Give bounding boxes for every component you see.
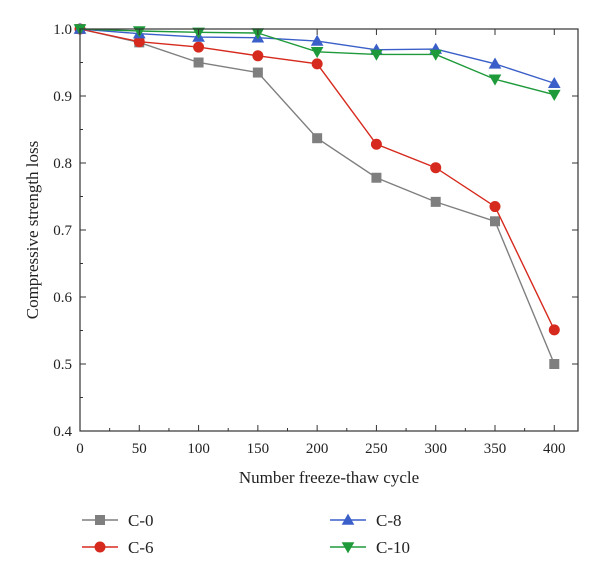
data-point [429, 49, 443, 61]
x-tick-label: 150 [247, 441, 270, 457]
data-point [371, 172, 382, 183]
data-point [193, 41, 205, 53]
legend-label: C-6 [128, 538, 154, 557]
axes: 0 50 100 150 200 250 300 350 400 0.4 0.5 0.6 0.7 0.8 0… [53, 22, 579, 457]
legend-marker [341, 542, 355, 554]
data-point [370, 49, 383, 61]
data-point [547, 89, 561, 101]
x-tick-label: 200 [306, 441, 329, 457]
legend-label: C-8 [376, 511, 402, 530]
legend: C-0 C-6 C-8 C-10 [82, 511, 410, 557]
data-point [310, 34, 324, 46]
data-point [312, 133, 323, 144]
legend-label: C-10 [376, 538, 410, 557]
y-tick-label: 0.7 [53, 223, 72, 239]
data-point [430, 196, 441, 207]
x-tick-label: 300 [424, 441, 447, 457]
x-axis-title: Number freeze-thaw cycle [239, 468, 419, 487]
legend-entry-c-10: C-10 [330, 538, 410, 557]
data-point [193, 57, 204, 68]
data-point [489, 201, 501, 213]
x-tick-label: 50 [132, 441, 147, 457]
x-tick-label: 350 [484, 441, 507, 457]
y-tick-label: 1.0 [53, 22, 72, 38]
data-point [133, 36, 145, 48]
data-point [490, 216, 500, 227]
data-point [311, 58, 323, 70]
y-tick-label: 0.8 [53, 156, 72, 172]
y-tick-label: 0.9 [53, 89, 72, 105]
y-axis-title: Compressive strength loss [23, 141, 42, 320]
legend-entry-c-8: C-8 [330, 511, 402, 530]
y-tick-label: 0.6 [53, 290, 72, 306]
plot-frame [79, 28, 579, 432]
series-c-6 [74, 23, 560, 336]
legend-marker [94, 541, 106, 553]
series-line [79, 28, 555, 365]
data-point [252, 50, 264, 62]
data-point [488, 74, 502, 86]
data-point [310, 47, 324, 59]
legend-label: C-0 [128, 511, 154, 530]
legend-marker [341, 513, 355, 525]
y-tick-label: 0.4 [53, 424, 72, 440]
legend-entry-c-0: C-0 [82, 511, 154, 530]
data-point [548, 324, 560, 336]
y-tick-label: 0.5 [53, 357, 72, 373]
plot-area [73, 22, 561, 369]
legend-marker [95, 515, 105, 525]
legend-entry-c-6: C-6 [82, 538, 154, 557]
x-tick-label: 100 [187, 441, 210, 457]
data-point [430, 162, 442, 174]
x-tick-label: 250 [365, 441, 388, 457]
x-tick-label: 400 [543, 441, 566, 457]
x-tick-label: 0 [76, 441, 84, 457]
data-point [549, 359, 560, 369]
data-point [370, 138, 382, 150]
data-point [252, 67, 263, 78]
data-point [488, 57, 502, 69]
data-point [547, 76, 561, 89]
